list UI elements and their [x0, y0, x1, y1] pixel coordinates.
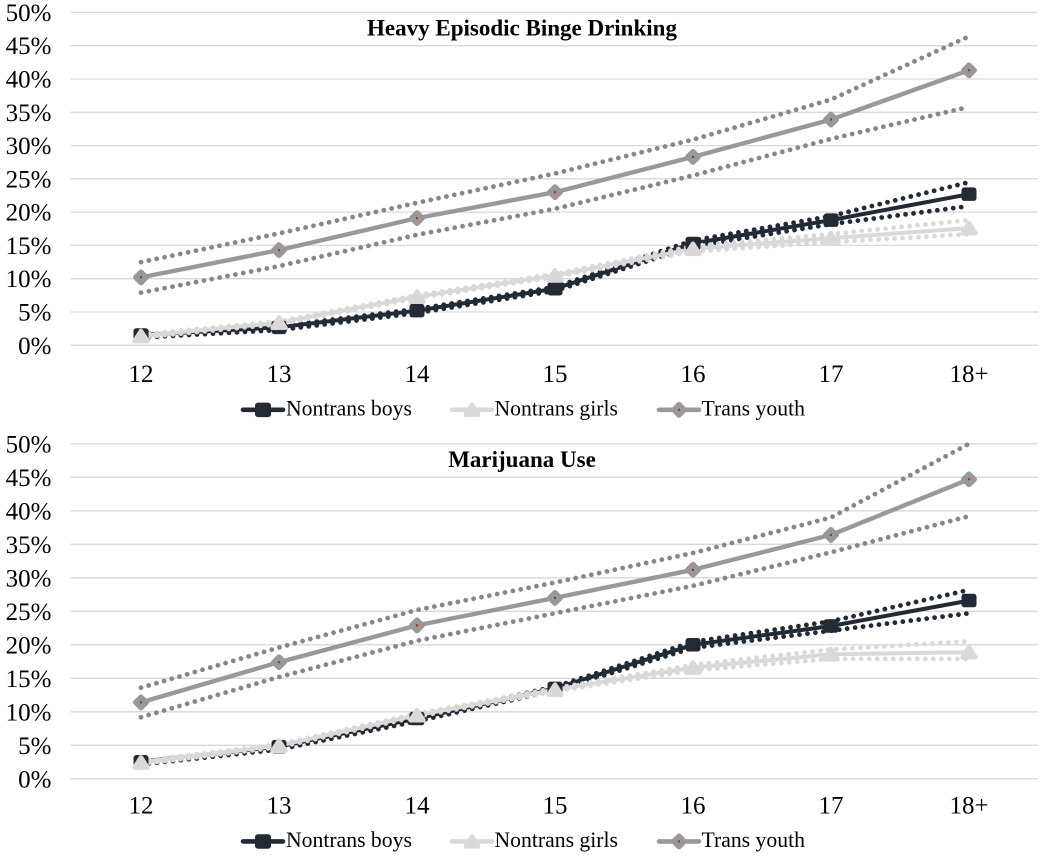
svg-text:13: 13	[267, 793, 292, 820]
svg-text:12: 12	[129, 361, 154, 388]
svg-text:5%: 5%	[18, 300, 51, 327]
svg-text:10%: 10%	[6, 699, 52, 726]
svg-text:40%: 40%	[6, 67, 52, 94]
svg-text:Heavy Episodic Binge Drinking: Heavy Episodic Binge Drinking	[367, 15, 677, 40]
svg-text:14: 14	[405, 361, 431, 388]
svg-text:35%: 35%	[6, 100, 52, 127]
svg-text:17: 17	[819, 793, 844, 820]
svg-text:14: 14	[405, 793, 431, 820]
svg-text:Nontrans girls: Nontrans girls	[495, 397, 619, 421]
svg-text:15: 15	[543, 361, 568, 388]
svg-text:18+: 18+	[949, 361, 988, 388]
svg-text:40%: 40%	[6, 498, 52, 525]
svg-text:16: 16	[681, 793, 706, 820]
svg-text:15%: 15%	[6, 666, 52, 693]
svg-text:12: 12	[129, 793, 154, 820]
svg-text:Nontrans boys: Nontrans boys	[286, 828, 412, 852]
svg-text:17: 17	[819, 361, 844, 388]
svg-text:Trans youth: Trans youth	[702, 828, 806, 852]
svg-text:50%: 50%	[6, 0, 52, 27]
svg-text:45%: 45%	[6, 465, 52, 492]
svg-text:Trans youth: Trans youth	[702, 397, 806, 421]
svg-text:13: 13	[267, 361, 292, 388]
svg-text:15%: 15%	[6, 233, 52, 260]
svg-text:20%: 20%	[6, 632, 52, 659]
svg-text:0%: 0%	[18, 766, 51, 793]
svg-text:Nontrans boys: Nontrans boys	[286, 396, 412, 420]
svg-text:45%: 45%	[6, 33, 52, 60]
svg-text:25%: 25%	[6, 599, 52, 626]
svg-text:30%: 30%	[6, 565, 52, 592]
svg-text:Marijuana Use: Marijuana Use	[448, 447, 596, 472]
svg-text:25%: 25%	[6, 166, 52, 193]
svg-text:18+: 18+	[949, 793, 988, 820]
svg-text:50%: 50%	[6, 431, 52, 458]
svg-text:30%: 30%	[6, 133, 52, 160]
svg-text:Nontrans girls: Nontrans girls	[495, 828, 619, 852]
svg-text:0%: 0%	[18, 333, 51, 360]
svg-text:15: 15	[543, 793, 568, 820]
svg-text:35%: 35%	[6, 532, 52, 559]
svg-text:5%: 5%	[18, 733, 51, 760]
svg-text:20%: 20%	[6, 200, 52, 227]
svg-text:10%: 10%	[6, 266, 52, 293]
svg-text:16: 16	[681, 361, 706, 388]
